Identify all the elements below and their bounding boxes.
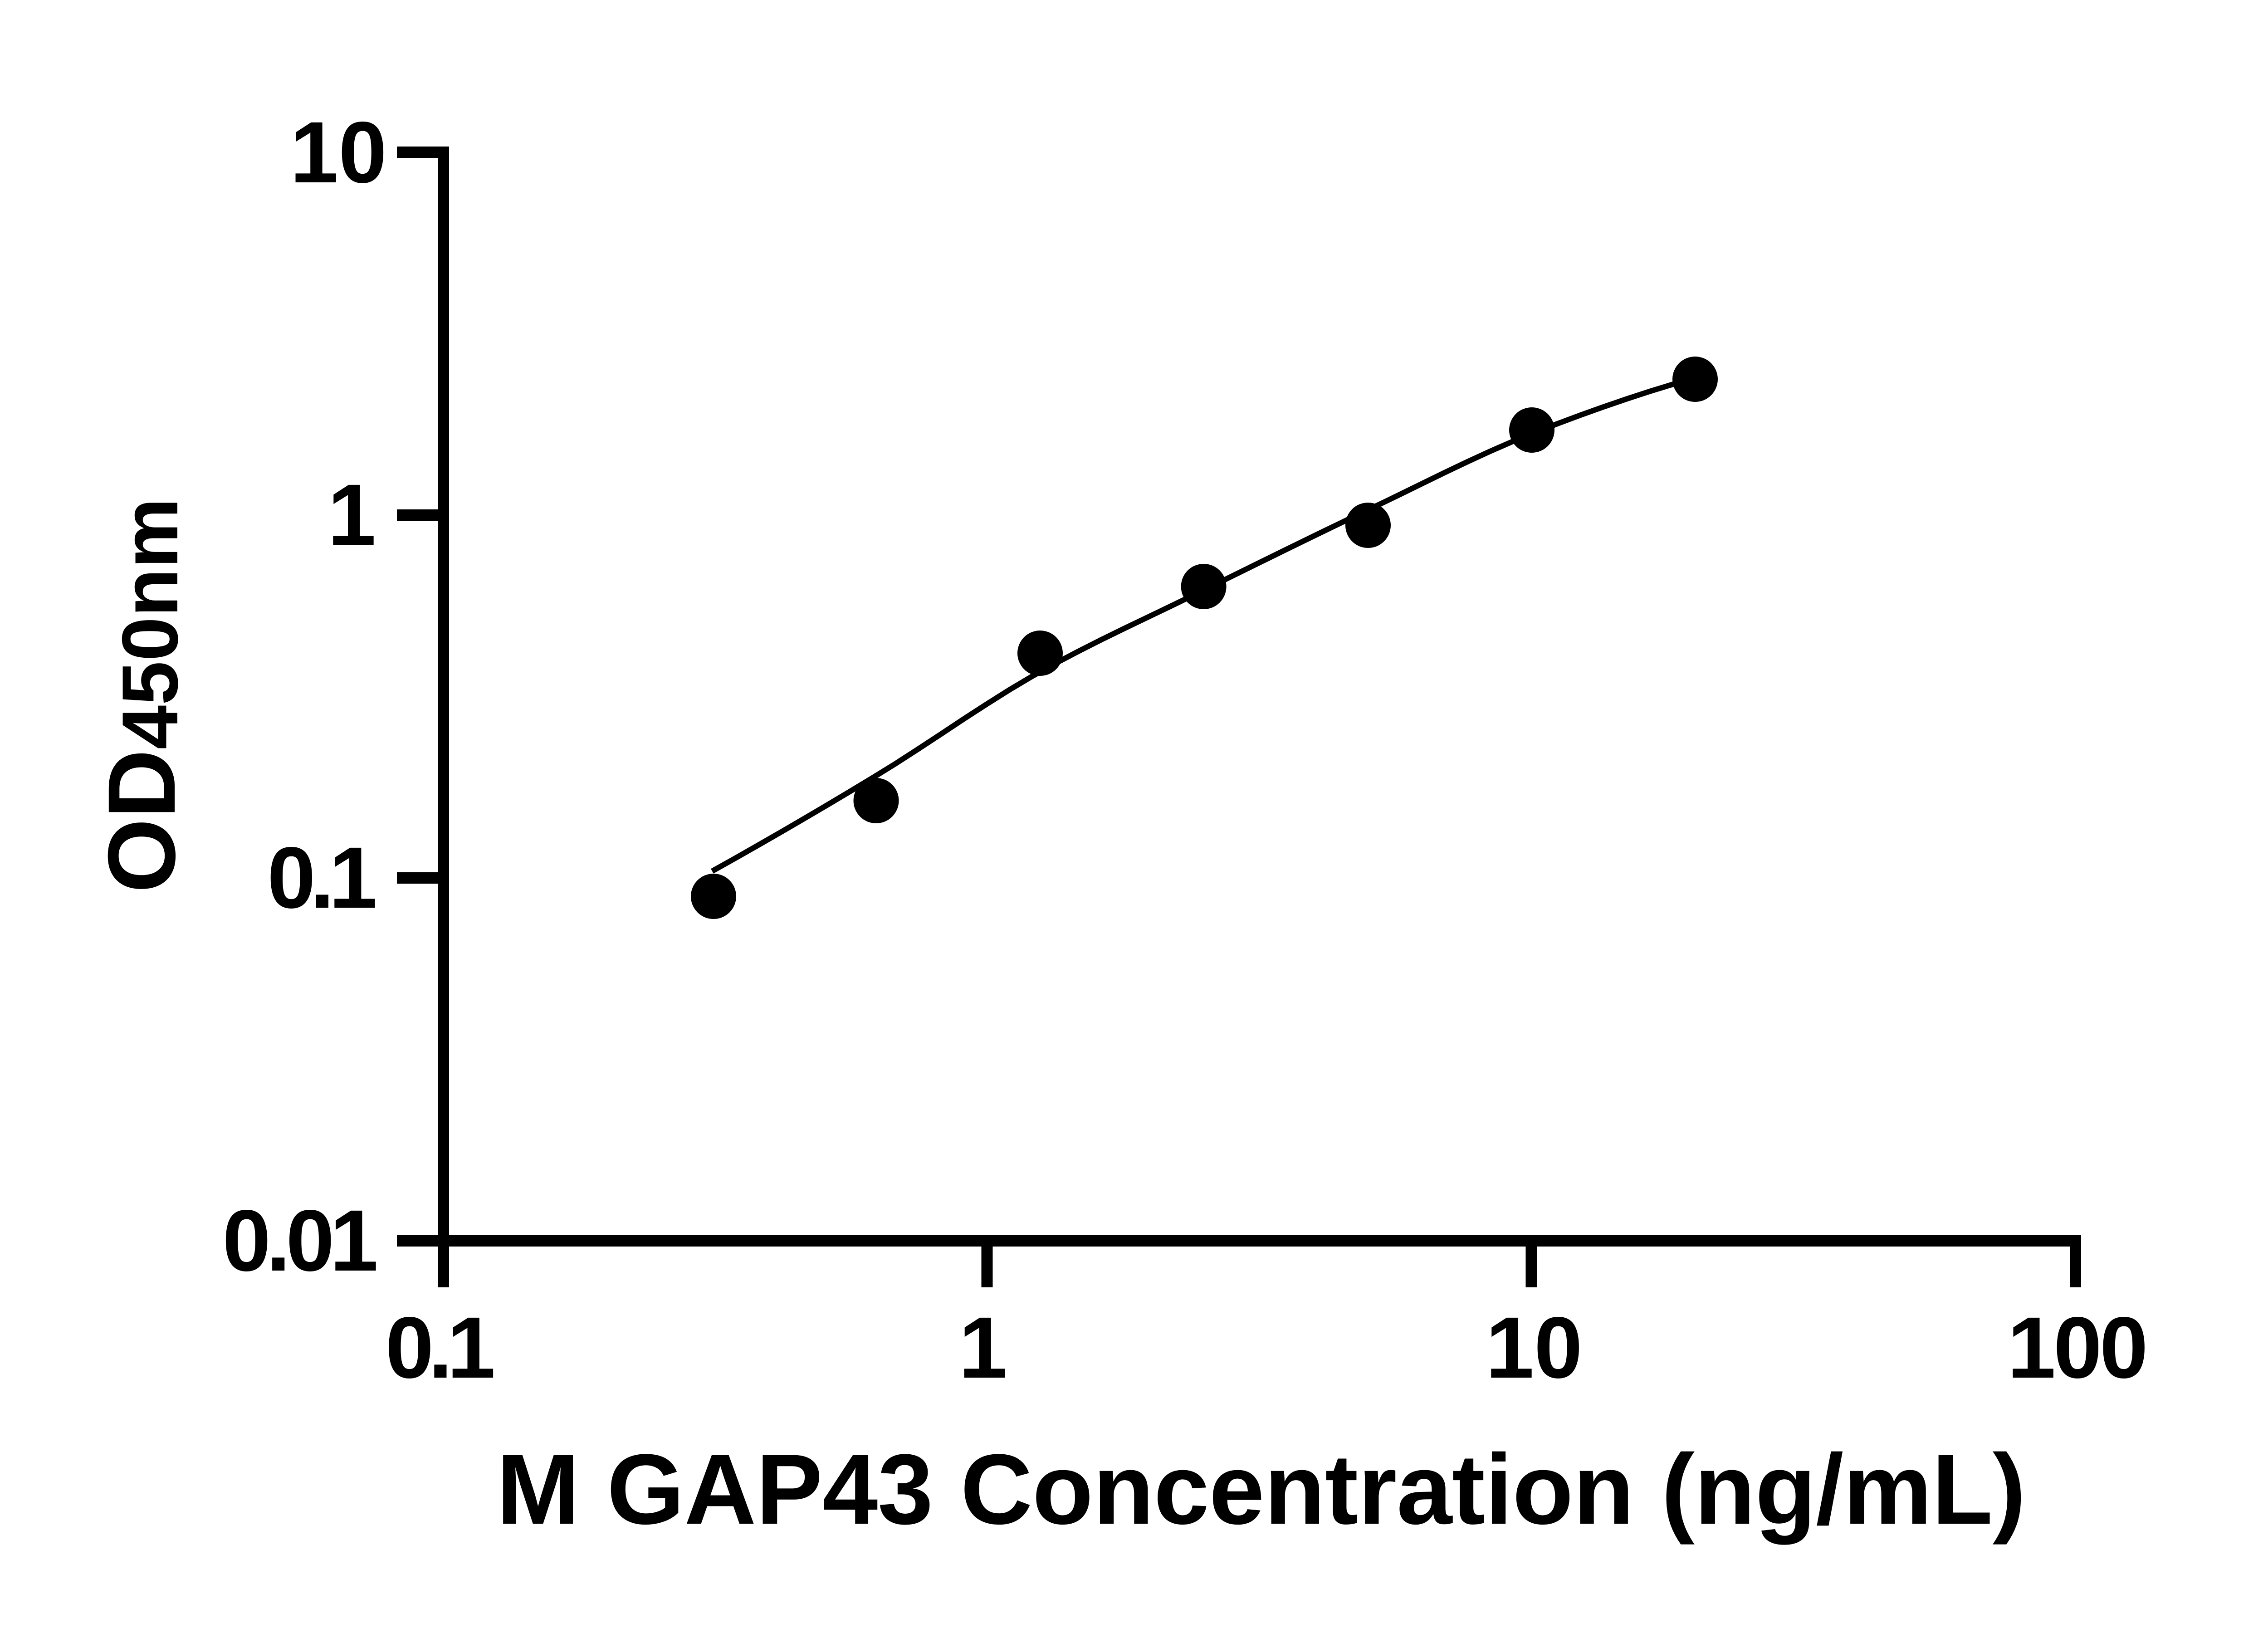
svg-text:0.1: 0.1	[386, 1299, 494, 1396]
svg-text:0.01: 0.01	[222, 1192, 376, 1289]
svg-text:10: 10	[290, 103, 387, 201]
svg-text:10: 10	[1486, 1299, 1583, 1396]
svg-text:1: 1	[327, 466, 376, 563]
svg-text:100: 100	[2007, 1299, 2146, 1396]
svg-text:0.1: 0.1	[267, 829, 375, 926]
svg-text:OD450nm: OD450nm	[88, 498, 195, 893]
svg-text:1: 1	[959, 1299, 1007, 1396]
svg-text:M GAP43 Concentration (ng/mL): M GAP43 Concentration (ng/mL)	[496, 1433, 2025, 1545]
